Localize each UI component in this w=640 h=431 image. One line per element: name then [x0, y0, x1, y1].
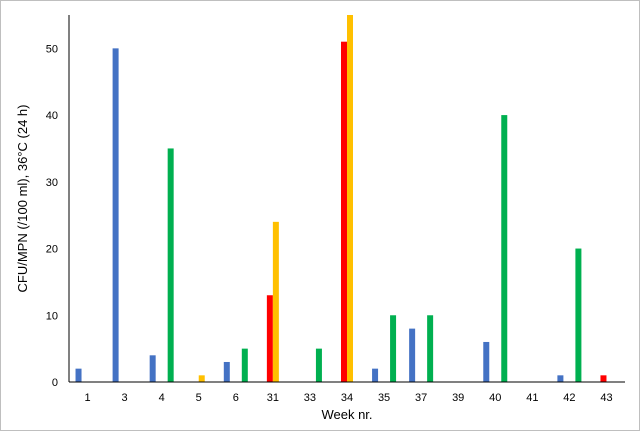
x-tick-label: 41 [526, 392, 538, 404]
x-tick-label: 5 [196, 392, 202, 404]
x-tick-label: 39 [452, 392, 464, 404]
bar [575, 248, 582, 382]
chart-bars [75, 15, 607, 383]
bar [272, 221, 279, 382]
bar [600, 375, 607, 382]
x-tick-label: 34 [341, 392, 353, 404]
bar [390, 315, 397, 382]
bar [315, 348, 322, 382]
bar [112, 48, 119, 383]
x-tick-label: 43 [600, 392, 612, 404]
bar [347, 15, 353, 382]
y-tick-label: 0 [52, 377, 58, 389]
y-tick-label: 10 [46, 310, 58, 322]
x-tick-label: 37 [415, 392, 427, 404]
bar [198, 375, 205, 382]
bar [501, 115, 508, 382]
y-axis-label: CFU/MPN (/100 ml), 36°C (24 h) [15, 105, 30, 293]
x-axis-label: Week nr. [321, 407, 372, 422]
bar [167, 148, 174, 382]
x-tick-label: 6 [233, 392, 239, 404]
x-tick-label: 40 [489, 392, 501, 404]
bar [427, 315, 434, 382]
x-tick-label: 31 [267, 392, 279, 404]
y-axis-ticks: 0 10 20 30 40 50 [46, 43, 58, 389]
x-tick-label: 4 [159, 392, 165, 404]
x-axis-ticks: 1 3 4 5 6 31 33 34 35 37 39 40 41 42 43 [84, 392, 612, 404]
bar [75, 368, 82, 382]
bar [557, 375, 564, 382]
bar [149, 355, 156, 382]
bar [372, 368, 379, 382]
x-tick-label: 33 [304, 392, 316, 404]
bar [409, 328, 416, 382]
bar [483, 341, 490, 382]
y-tick-label: 20 [46, 244, 58, 256]
y-tick-label: 40 [46, 110, 58, 122]
y-tick-label: 30 [46, 177, 58, 189]
x-tick-label: 1 [84, 392, 90, 404]
x-tick-label: 3 [122, 392, 128, 404]
x-tick-label: 35 [378, 392, 390, 404]
bar [241, 348, 248, 382]
bar [266, 295, 273, 382]
bar [223, 361, 230, 382]
x-tick-label: 42 [563, 392, 575, 404]
bar [341, 41, 347, 382]
y-tick-label: 50 [46, 43, 58, 55]
